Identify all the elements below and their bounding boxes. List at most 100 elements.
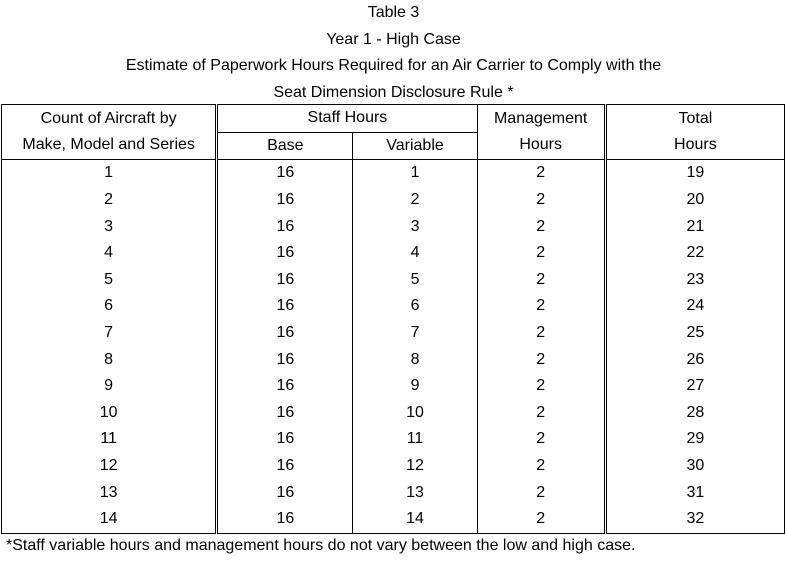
- cell-base: 16: [216, 479, 354, 506]
- cell-variable: 11: [352, 426, 478, 453]
- cell-total: 31: [604, 479, 786, 506]
- header-total-line2: Hours: [674, 136, 717, 154]
- cell-total: 30: [604, 452, 786, 480]
- header-count-line2: Make, Model and Series: [22, 136, 195, 154]
- cell-count: 8: [0, 346, 219, 373]
- table-row: 7 16 7 2 25: [0, 319, 786, 347]
- header-count-line1: Count of Aircraft by: [40, 109, 177, 127]
- cell-management: 2: [476, 426, 607, 453]
- cell-count: 14: [0, 505, 219, 534]
- table-row: 14 16 14 2 32: [0, 505, 786, 534]
- cell-management: 2: [476, 319, 607, 347]
- cell-management: 2: [476, 293, 607, 320]
- cell-variable: 8: [352, 346, 478, 373]
- cell-base: 16: [216, 399, 354, 427]
- cell-count: 13: [0, 479, 219, 506]
- cell-variable: 9: [352, 372, 478, 400]
- table-subtitle: Year 1 - High Case: [326, 30, 461, 48]
- table-row: 3 16 3 2 21: [0, 213, 786, 240]
- header-mgmt-line2: Hours: [519, 136, 563, 154]
- cell-total: 25: [604, 319, 786, 347]
- cell-management: 2: [476, 399, 607, 427]
- cell-base: 16: [216, 293, 354, 320]
- cell-variable: 3: [352, 213, 478, 240]
- table-caption-line2: Seat Dimension Disclosure Rule *: [273, 83, 514, 101]
- cell-total: 20: [604, 186, 786, 214]
- header-count: Count of Aircraft by Make, Model and Ser…: [0, 103, 219, 161]
- footnote: *Staff variable hours and management hou…: [6, 537, 636, 554]
- cell-management: 2: [476, 346, 607, 373]
- cell-base: 16: [216, 159, 354, 187]
- table-row: 8 16 8 2 26: [0, 346, 786, 373]
- cell-base: 16: [216, 426, 354, 453]
- cell-base: 16: [216, 372, 354, 400]
- cell-total: 22: [604, 239, 786, 267]
- cell-base: 16: [216, 239, 354, 267]
- cell-total: 19: [604, 159, 786, 187]
- header-staff-hours: Staff Hours: [216, 104, 478, 133]
- cell-base: 16: [216, 505, 354, 534]
- cell-base: 16: [216, 319, 354, 347]
- cell-variable: 13: [352, 479, 478, 506]
- table-caption-line1: Estimate of Paperwork Hours Required for…: [125, 57, 662, 74]
- table-row: 4 16 4 2 22: [0, 239, 786, 267]
- table-row: 12 16 12 2 30: [0, 452, 786, 480]
- table-number: Table 3: [367, 4, 420, 21]
- table-title: Table 3 Year 1 - High Case Estimate of P…: [0, 0, 787, 106]
- cell-management: 2: [476, 505, 607, 534]
- cell-management: 2: [476, 452, 607, 480]
- table-row: 2 16 2 2 20: [0, 186, 786, 214]
- cell-total: 24: [604, 293, 786, 320]
- cell-count: 2: [0, 186, 219, 214]
- cell-total: 28: [604, 399, 786, 427]
- cell-count: 7: [0, 319, 219, 347]
- cell-variable: 5: [352, 266, 478, 294]
- header-total-line1: Total: [678, 109, 713, 127]
- header-variable: Variable: [352, 131, 478, 161]
- cell-variable: 4: [352, 239, 478, 267]
- table-row: 5 16 5 2 23: [0, 266, 786, 294]
- table-row: 6 16 6 2 24: [0, 293, 786, 320]
- cell-count: 4: [0, 239, 219, 267]
- cell-total: 21: [604, 213, 786, 240]
- cell-count: 6: [0, 293, 219, 320]
- cell-management: 2: [476, 239, 607, 267]
- cell-total: 32: [604, 505, 786, 534]
- cell-management: 2: [476, 372, 607, 400]
- cell-management: 2: [476, 479, 607, 506]
- header-mgmt-line1: Management: [493, 109, 588, 127]
- cell-variable: 10: [352, 399, 478, 427]
- cell-variable: 6: [352, 293, 478, 320]
- cell-count: 5: [0, 266, 219, 294]
- cell-variable: 12: [352, 452, 478, 480]
- cell-total: 29: [604, 426, 786, 453]
- cell-base: 16: [216, 213, 354, 240]
- header-management-hours: Management Hours: [476, 103, 607, 161]
- table-row: 10 16 10 2 28: [0, 399, 786, 427]
- cell-count: 1: [0, 159, 219, 187]
- cell-management: 2: [476, 159, 607, 187]
- cell-variable: 1: [352, 159, 478, 187]
- cell-base: 16: [216, 452, 354, 480]
- cell-count: 12: [0, 452, 219, 480]
- cell-total: 23: [604, 266, 786, 294]
- table-row: 11 16 11 2 29: [0, 426, 786, 453]
- cell-management: 2: [476, 213, 607, 240]
- header-total-hours: Total Hours: [604, 103, 786, 161]
- cell-count: 9: [0, 372, 219, 400]
- cell-variable: 7: [352, 319, 478, 347]
- cell-total: 27: [604, 372, 786, 400]
- cell-base: 16: [216, 266, 354, 294]
- table-row: 13 16 13 2 31: [0, 479, 786, 506]
- cell-management: 2: [476, 266, 607, 294]
- cell-variable: 14: [352, 505, 478, 534]
- paperwork-hours-table: Count of Aircraft by Make, Model and Ser…: [0, 103, 786, 534]
- cell-count: 3: [0, 213, 219, 240]
- cell-count: 11: [0, 426, 219, 453]
- cell-base: 16: [216, 186, 354, 214]
- cell-management: 2: [476, 186, 607, 214]
- cell-variable: 2: [352, 186, 478, 214]
- cell-base: 16: [216, 346, 354, 373]
- cell-total: 26: [604, 346, 786, 373]
- table-row: 1 16 1 2 19: [0, 159, 786, 187]
